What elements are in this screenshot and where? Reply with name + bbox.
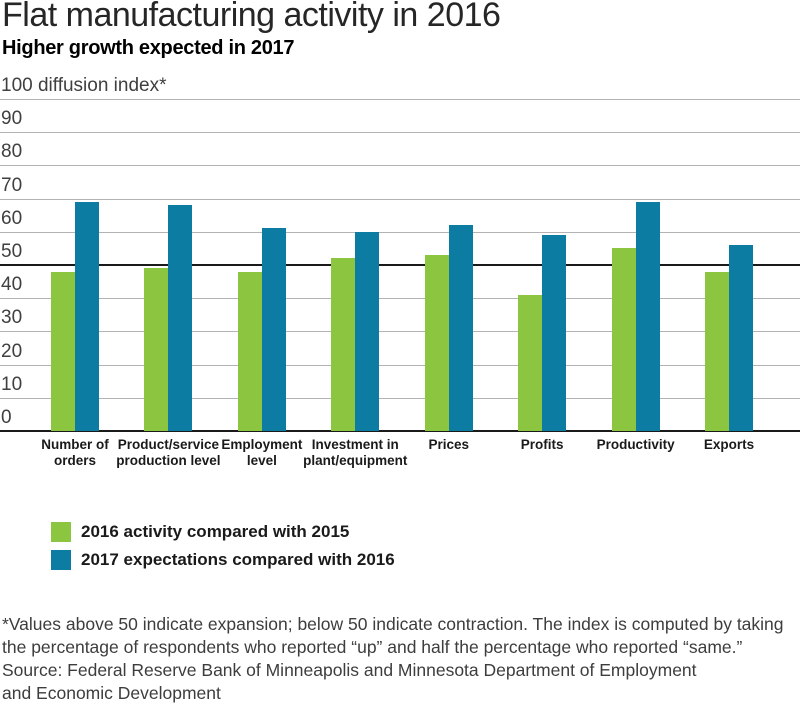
bar-2016-exports [705,271,729,431]
gridline-90 [0,132,800,134]
y-tick-label-30: 30 [1,307,23,329]
source-text: Source: Federal Reserve Bank of Minneapo… [2,660,697,703]
gridline-0 [0,430,800,432]
y-tick-label-70: 70 [1,174,23,196]
bar-2017-number-of-orders [75,201,99,431]
gridline-20 [0,364,800,366]
bar-2016-prices [424,255,449,431]
chart-title: Flat manufacturing activity in 2016 [2,0,501,34]
bar-2016-employment-level [237,271,262,431]
legend-label-2016: 2016 activity compared with 2015 [81,521,350,541]
gridline-100 [0,99,800,100]
bar-2017-prices [448,225,473,431]
y-tick-label-20: 20 [1,340,23,362]
bar-2017-exports [729,245,753,431]
gridline-70 [0,198,800,200]
y-tick-label-90: 90 [1,108,23,130]
chart-subtitle: Higher growth expected in 2017 [2,37,295,59]
bar-2017-productivity [635,201,660,431]
legend-item-2016: 2016 activity compared with 2015 [51,521,395,542]
legend-swatch-2016 [51,521,71,542]
threshold-gridline-50 [0,264,800,266]
category-label-exports: Exports [703,437,755,452]
category-label-profits: Profits [520,437,564,452]
y-tick-label-40: 40 [1,274,23,296]
category-label-productivity: Productivity [596,437,675,452]
footnote-text: *Values above 50 indicate expansion; bel… [2,614,784,657]
bar-2016-profits [518,294,543,431]
bar-2017-product-service-production-level [168,205,193,431]
y-tick-label-60: 60 [1,207,23,229]
legend-swatch-2017 [51,549,71,570]
legend-label-2017: 2017 expectations compared with 2016 [81,549,395,569]
bar-2017-profits [542,235,567,431]
category-label-product-service-production-level: Product/service production level [116,437,221,468]
legend: 2016 activity compared with 2015 2017 exp… [51,521,395,577]
gridline-60 [0,231,800,233]
gridline-10 [0,397,800,399]
bar-2016-number-of-orders [51,271,75,431]
bar-2017-employment-level [261,228,286,431]
category-label-number-of-orders: Number of orders [41,437,109,468]
bar-2017-investment-in-plant-equipment [355,231,380,431]
legend-item-2017: 2017 expectations compared with 2016 [51,549,395,570]
bar-2016-productivity [611,248,636,431]
gridline-30 [0,331,800,333]
bar-2016-product-service-production-level [144,268,169,431]
axis-unit-label: 100 diffusion index* [1,75,167,96]
y-tick-label-80: 80 [1,141,23,163]
bar-2016-investment-in-plant-equipment [331,258,356,431]
y-tick-label-0: 0 [1,407,12,428]
plot-area: 0 10 20 30 40 50 60 70 80 90 100 diffusion index* N… [0,75,800,468]
y-tick-label-50: 50 [1,241,23,262]
category-label-employment-level: Employment level [221,437,303,468]
category-label-investment-in-plant-equipment: Investment in plant/equipment [303,437,408,468]
gridline-80 [0,165,800,167]
gridline-40 [0,298,800,300]
category-label-prices: Prices [428,437,469,452]
y-tick-label-10: 10 [1,373,23,395]
